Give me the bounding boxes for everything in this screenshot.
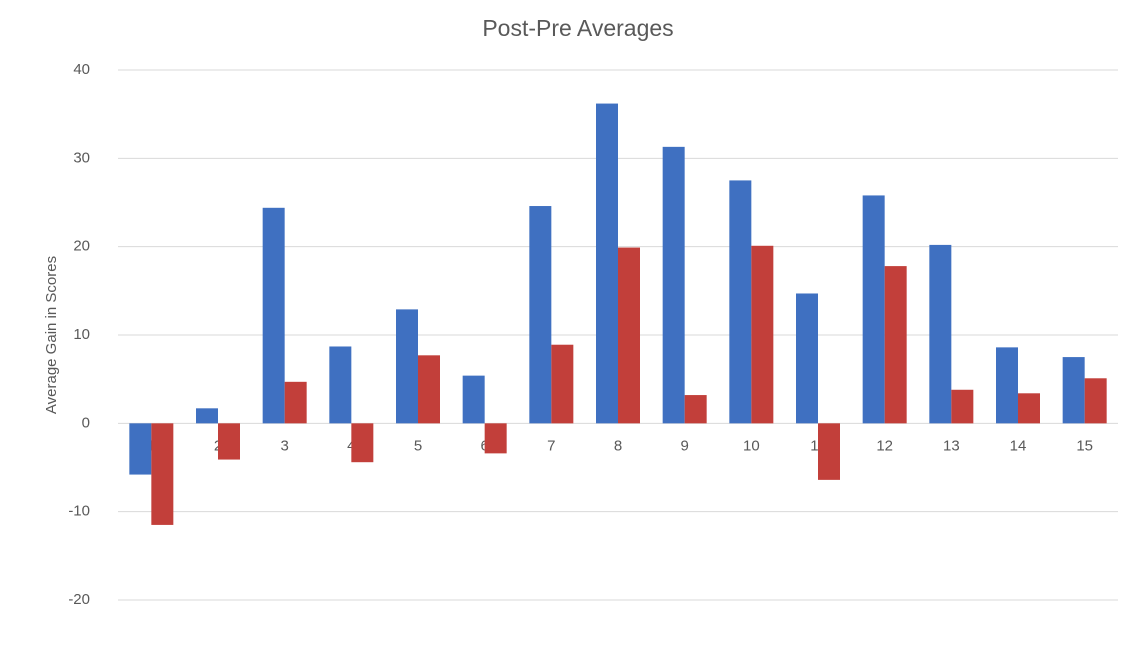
bar xyxy=(1084,378,1107,424)
bar xyxy=(862,195,885,424)
bar xyxy=(684,395,707,424)
bar xyxy=(129,423,152,475)
x-tick-label: 12 xyxy=(876,437,893,454)
y-tick-label: 0 xyxy=(82,414,90,431)
chart-title: Post-Pre Averages xyxy=(482,15,673,41)
y-axis-label: Average Gain in Scores xyxy=(43,256,60,414)
bar xyxy=(529,206,552,424)
bar xyxy=(818,423,840,480)
x-tick-label: 7 xyxy=(547,437,555,454)
bar xyxy=(262,207,285,424)
bar xyxy=(618,247,640,424)
bar xyxy=(929,244,952,424)
bar xyxy=(884,266,907,424)
y-tick-label: 30 xyxy=(73,149,90,166)
bar xyxy=(996,347,1018,424)
bar xyxy=(729,180,752,424)
bar xyxy=(462,375,485,424)
bar xyxy=(329,346,352,424)
x-tick-label: 9 xyxy=(680,437,688,454)
x-tick-label: 15 xyxy=(1076,437,1093,454)
bar xyxy=(1062,357,1085,424)
bar xyxy=(418,355,440,424)
bar xyxy=(796,293,818,424)
y-tick-label: -20 xyxy=(68,591,90,608)
bar xyxy=(196,408,218,424)
y-tick-label: 10 xyxy=(73,326,90,343)
x-tick-label: 13 xyxy=(943,437,960,454)
bar xyxy=(1018,393,1040,424)
bar xyxy=(351,423,374,463)
x-tick-label: 10 xyxy=(743,437,760,454)
x-tick-label: 3 xyxy=(280,437,288,454)
bar xyxy=(551,344,574,424)
bar xyxy=(218,423,240,460)
bar xyxy=(662,146,685,424)
y-tick-label: 20 xyxy=(73,238,90,255)
bar xyxy=(151,423,174,525)
x-tick-label: 14 xyxy=(1010,437,1027,454)
y-tick-label: 40 xyxy=(73,61,90,78)
x-tick-label: 5 xyxy=(414,437,422,454)
x-tick-label: 8 xyxy=(614,437,622,454)
bar xyxy=(951,389,974,424)
bar xyxy=(396,309,418,424)
bar xyxy=(596,103,618,424)
bar xyxy=(484,423,507,454)
bar xyxy=(284,381,307,424)
bar xyxy=(751,245,774,424)
y-tick-label: -10 xyxy=(68,503,90,520)
